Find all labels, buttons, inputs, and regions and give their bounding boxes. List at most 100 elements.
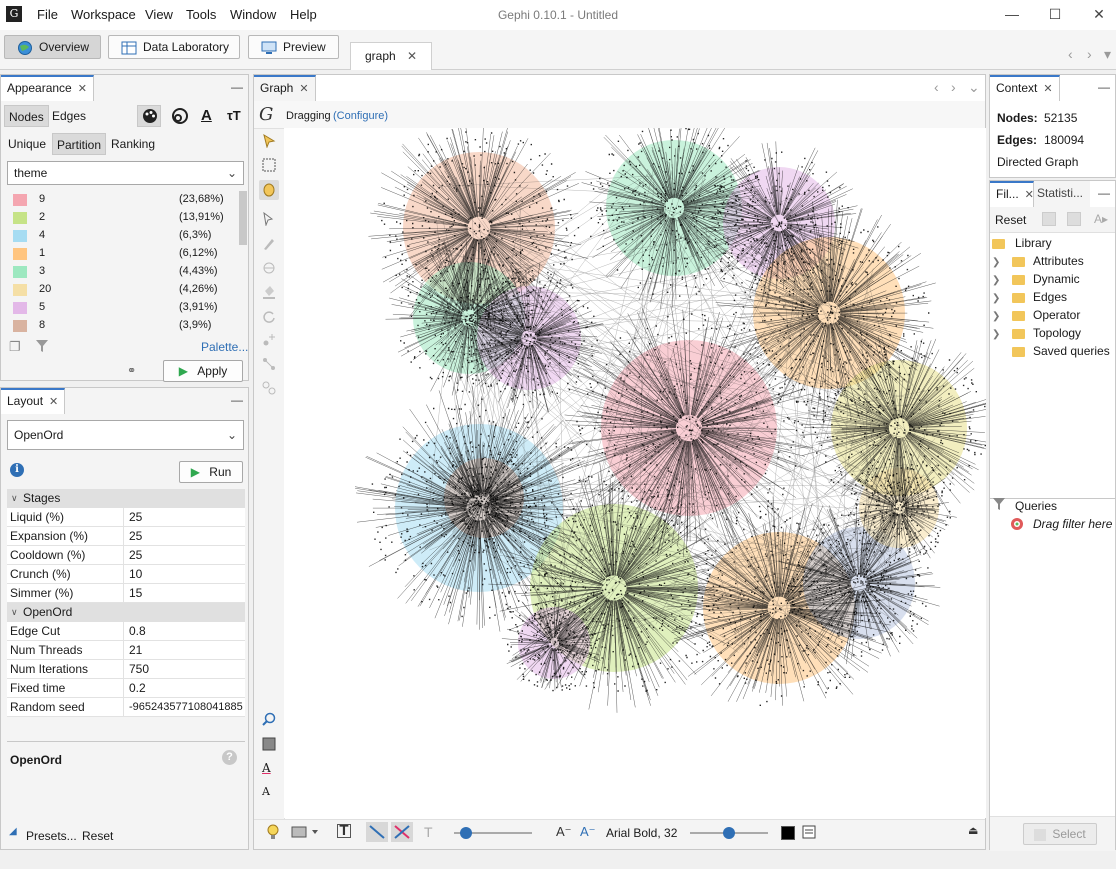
minimize-icon[interactable]: —: [1005, 6, 1019, 22]
font-size-up-icon[interactable]: A⁻: [580, 824, 596, 839]
partition-row[interactable]: 4 (6,3%): [7, 227, 237, 245]
graph-canvas[interactable]: [284, 128, 986, 818]
show-labels-icon[interactable]: T: [337, 823, 351, 838]
info-icon[interactable]: i: [10, 463, 24, 477]
tab-layout[interactable]: Layout ✕: [1, 388, 66, 414]
close-icon[interactable]: ✕: [299, 83, 309, 95]
partition-row[interactable]: 3 (4,43%): [7, 263, 237, 281]
label-color-icon[interactable]: A: [262, 761, 271, 775]
partition-row[interactable]: 8 (3,9%): [7, 317, 237, 335]
edge-color-icon[interactable]: [391, 822, 413, 842]
label-color-swatch[interactable]: [781, 826, 795, 840]
close-tab-icon[interactable]: ✕: [407, 49, 418, 63]
prop-num-threads[interactable]: Num Threads 21: [7, 641, 245, 660]
minimize-panel-icon[interactable]: —: [231, 80, 243, 94]
select-arrow-icon[interactable]: [262, 133, 276, 149]
copy-icon[interactable]: ❐: [9, 339, 21, 354]
maximize-icon[interactable]: ☐: [1048, 6, 1062, 22]
minimize-panel-icon[interactable]: —: [231, 393, 243, 407]
partition-color-swatch[interactable]: [13, 320, 27, 332]
add-node-icon[interactable]: [262, 333, 276, 347]
text-scale-icon[interactable]: T: [424, 824, 433, 840]
tab-context[interactable]: Context ✕: [990, 75, 1060, 101]
partition-color-swatch[interactable]: [13, 212, 27, 224]
partition-row[interactable]: 1 (6,12%): [7, 245, 237, 263]
lightbulb-icon[interactable]: [266, 824, 280, 843]
partition-color-swatch[interactable]: [13, 284, 27, 296]
background-color-icon[interactable]: [262, 737, 276, 751]
close-icon[interactable]: ✕: [1043, 83, 1053, 95]
tab-nodes[interactable]: Nodes: [4, 105, 49, 127]
preview-button[interactable]: Preview: [248, 35, 339, 59]
tab-nav-menu-icon[interactable]: ▾: [1104, 46, 1112, 62]
label-size-slider-handle[interactable]: [723, 827, 735, 839]
menu-file[interactable]: File: [37, 7, 58, 22]
drag-hand-icon[interactable]: [259, 180, 279, 200]
close-icon[interactable]: ✕: [49, 396, 59, 408]
prop-edge-cut[interactable]: Edge Cut 0.8: [7, 622, 245, 641]
prop-value[interactable]: 25: [129, 510, 143, 524]
filter-category-dynamic[interactable]: ❯ Dynamic: [992, 272, 1080, 290]
minimize-panel-icon[interactable]: —: [1098, 186, 1110, 200]
screenshot-icon[interactable]: [291, 824, 319, 841]
partition-attribute-select[interactable]: theme ⌄: [7, 161, 244, 185]
tab-appearance[interactable]: Appearance ✕: [1, 75, 94, 101]
show-edges-icon[interactable]: [366, 822, 388, 842]
add-edge-icon[interactable]: [262, 357, 276, 371]
close-icon[interactable]: ✕: [1093, 6, 1105, 22]
tab-nav-right-icon[interactable]: ›: [1087, 46, 1092, 62]
configure-link[interactable]: (Configure): [333, 110, 389, 122]
attributes-icon[interactable]: [801, 824, 817, 843]
filters-reset-button[interactable]: Reset: [995, 213, 1027, 227]
label-color-icon[interactable]: A: [201, 107, 212, 124]
reset-button[interactable]: Reset: [82, 829, 114, 843]
prop-crunch[interactable]: Crunch (%) 10: [7, 565, 245, 584]
prop-value[interactable]: -965243577108041885: [129, 701, 243, 713]
filter-category-saved-queries[interactable]: Saved queries: [992, 344, 1110, 362]
partition-color-swatch[interactable]: [13, 230, 27, 242]
layout-algorithm-select[interactable]: OpenOrd ⌄: [7, 420, 244, 450]
tab-filters[interactable]: Fil... ✕: [990, 181, 1034, 207]
label-font-name[interactable]: Arial Bold, 32: [606, 826, 678, 840]
save-icon[interactable]: [1067, 212, 1081, 226]
partition-color-swatch[interactable]: [13, 302, 27, 314]
graph-nav-left-icon[interactable]: ‹: [934, 79, 939, 95]
graph-nav-right-icon[interactable]: ›: [951, 79, 956, 95]
tab-graph-workspace[interactable]: graph ✕: [350, 42, 433, 70]
partition-scrollbar[interactable]: [239, 191, 247, 245]
tab-graph[interactable]: Graph ✕: [254, 75, 316, 101]
shortest-path-icon[interactable]: [262, 381, 276, 395]
apply-button[interactable]: ▶ Apply: [163, 360, 243, 382]
overview-button[interactable]: Overview: [4, 35, 101, 59]
prop-cooldown[interactable]: Cooldown (%) 25: [7, 546, 245, 565]
prop-simmer[interactable]: Simmer (%) 15: [7, 584, 245, 603]
chain-icon[interactable]: ⚭: [127, 365, 137, 377]
prop-expansion[interactable]: Expansion (%) 25: [7, 527, 245, 546]
menu-help[interactable]: Help: [290, 7, 317, 22]
filter-library-root[interactable]: Library: [992, 236, 1052, 254]
prop-liquid[interactable]: Liquid (%) 25: [7, 508, 245, 527]
tab-partition[interactable]: Partition: [52, 133, 107, 155]
prop-value[interactable]: 25: [129, 529, 143, 543]
partition-row[interactable]: 20 (4,26%): [7, 281, 237, 299]
prop-random-seed[interactable]: Random seed -965243577108041885: [7, 698, 245, 717]
partition-color-swatch[interactable]: [13, 266, 27, 278]
directed-select-icon[interactable]: [262, 211, 276, 227]
tab-statistics[interactable]: Statisti...: [1034, 181, 1090, 207]
paint-bucket-icon[interactable]: [262, 285, 276, 299]
menu-view[interactable]: View: [145, 7, 173, 22]
edge-thickness-slider[interactable]: [454, 832, 532, 834]
close-icon[interactable]: ✕: [1024, 189, 1034, 201]
font-size-down-icon[interactable]: A⁻: [556, 824, 572, 839]
menu-workspace[interactable]: Workspace: [71, 7, 136, 22]
prop-value[interactable]: 750: [129, 662, 150, 676]
prop-value[interactable]: 21: [129, 643, 143, 657]
prop-value[interactable]: 10: [129, 567, 143, 581]
partition-row[interactable]: 2 (13,91%): [7, 209, 237, 227]
label-font-icon[interactable]: A: [262, 785, 270, 798]
prop-value[interactable]: 15: [129, 586, 143, 600]
filter-category-attributes[interactable]: ❯ Attributes: [992, 254, 1084, 272]
filter-icon[interactable]: [35, 339, 49, 356]
size-icon[interactable]: [167, 105, 193, 127]
tab-unique[interactable]: Unique: [8, 137, 47, 151]
